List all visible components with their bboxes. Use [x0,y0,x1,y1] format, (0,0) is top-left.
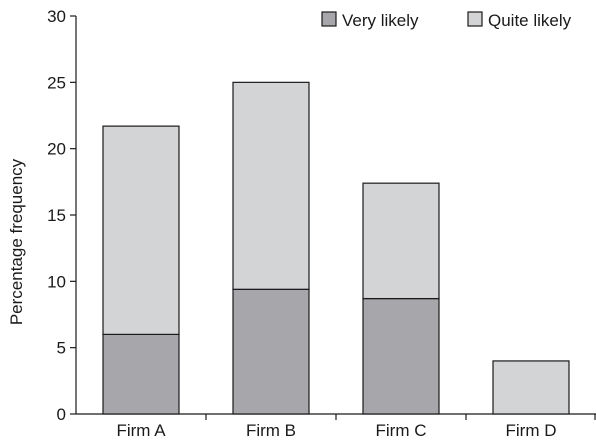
bars [102,81,570,415]
bar-segment-very-likely [232,288,310,415]
y-tick-label: 25 [47,73,66,92]
y-tick-label: 10 [47,272,66,291]
bar-segment-quite-likely [102,125,180,336]
x-category-label: Firm D [506,421,557,440]
y-tick-label: 30 [47,7,66,26]
x-category-label: Firm B [246,421,296,440]
legend-swatch [467,11,483,27]
y-tick-label: 0 [57,405,66,424]
x-category-labels: Firm A Firm B Firm C Firm D [116,414,596,440]
x-category-label: Firm A [116,421,166,440]
bar-segment-very-likely [102,333,180,415]
y-tick-label: 15 [47,206,66,225]
legend-swatch [321,11,337,27]
legend-label: Quite likely [488,11,572,30]
bar-segment-quite-likely [362,182,440,300]
y-tick-label: 20 [47,140,66,159]
x-category-label: Firm C [376,421,427,440]
bar-segment-quite-likely [232,81,310,290]
legend: Very likely Quite likely [321,11,572,30]
bar-segment-quite-likely [492,360,570,415]
y-axis-label: Percentage frequency [7,158,26,325]
y-tick-label: 5 [57,339,66,358]
legend-label: Very likely [342,11,419,30]
bar-segment-very-likely [362,297,440,415]
y-ticks: 0 5 10 15 20 25 30 [47,7,76,424]
